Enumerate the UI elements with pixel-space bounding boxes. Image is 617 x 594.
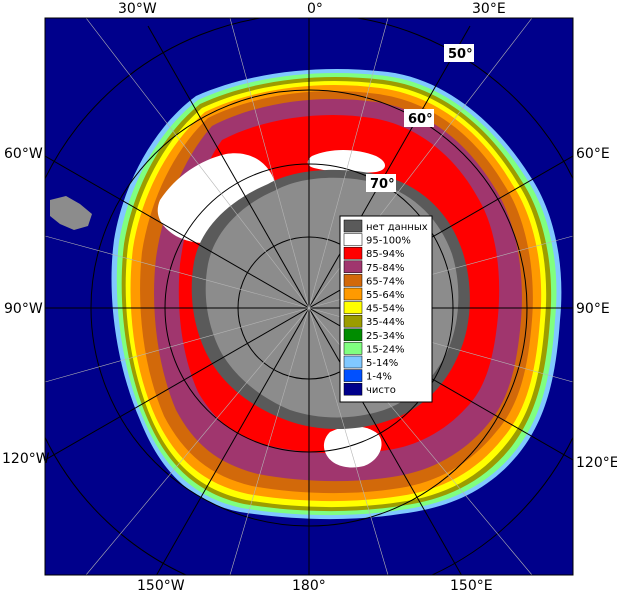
legend-swatch (343, 274, 363, 287)
lon-label-left-90w: 90°W (4, 301, 43, 317)
legend-label: 15-24% (366, 344, 405, 355)
grid-line (45, 235, 310, 309)
legend-label: 45-54% (366, 304, 405, 315)
lon-label-left-60w: 60°W (4, 146, 43, 162)
legend-label: чисто (366, 385, 396, 396)
grid-line (85, 307, 310, 575)
legend-label: 85-94% (366, 249, 405, 260)
legend-swatch (343, 382, 363, 396)
grid-line (308, 18, 389, 309)
grid-line (229, 307, 310, 575)
legend: нет данных 95-100% 85-94% 75-84% 65-74% 55-64… (339, 215, 433, 403)
lat-label-60: 60° (408, 112, 433, 127)
legend-label: 25-34% (366, 331, 405, 342)
lat-label-bg-60 (404, 109, 434, 127)
legend-label: 1-4% (366, 372, 392, 383)
south-america-tip (50, 196, 92, 230)
lon-label-left-120w: 120°W (2, 451, 50, 467)
lon-label-bottom-150w: 150°W (137, 578, 185, 594)
lon-label-right-120e: 120°E (576, 455, 617, 471)
grid-line (229, 18, 310, 309)
lon-label-right-90e: 90°E (576, 301, 610, 317)
legend-label: 35-44% (366, 317, 405, 328)
legend-swatch (343, 328, 363, 342)
legend-swatch (343, 219, 363, 233)
map-frame (44, 17, 574, 576)
legend-swatch (343, 355, 363, 369)
grid-line (45, 307, 310, 383)
legend-swatch (343, 287, 363, 301)
grid-line (308, 307, 389, 575)
lat-label-bg-50 (444, 44, 474, 62)
legend-swatch (343, 314, 363, 328)
latitude-labels: 50° 60° 70° (366, 44, 474, 192)
legend-label: 65-74% (366, 276, 405, 287)
legend-swatch (343, 342, 363, 355)
lat-label-bg-70 (366, 174, 396, 192)
legend-swatch (343, 260, 363, 274)
ice-band-95-100-ross (323, 426, 382, 468)
lat-label-70: 70° (370, 177, 395, 192)
lon-label-top-0: 0° (307, 1, 323, 17)
grid-line (85, 18, 310, 309)
legend-label: нет данных (366, 222, 428, 233)
legend-swatch (343, 246, 363, 260)
lon-label-top-30w: 30°W (118, 1, 157, 17)
legend-swatch (343, 233, 363, 246)
lon-label-top-30e: 30°E (472, 1, 506, 17)
lon-label-bottom-180: 180° (292, 578, 326, 594)
legend-label: 55-64% (366, 290, 405, 301)
ice-band-95-100-shelf (307, 150, 385, 173)
lon-label-bottom-150e: 150°E (450, 578, 493, 594)
legend-label: 5-14% (366, 358, 398, 369)
lat-label-50: 50° (448, 47, 473, 62)
legend-label: 95-100% (366, 236, 411, 247)
legend-swatch (343, 301, 363, 314)
legend-label: 75-84% (366, 263, 405, 274)
lon-label-right-60e: 60°E (576, 146, 610, 162)
legend-swatch (343, 369, 363, 382)
